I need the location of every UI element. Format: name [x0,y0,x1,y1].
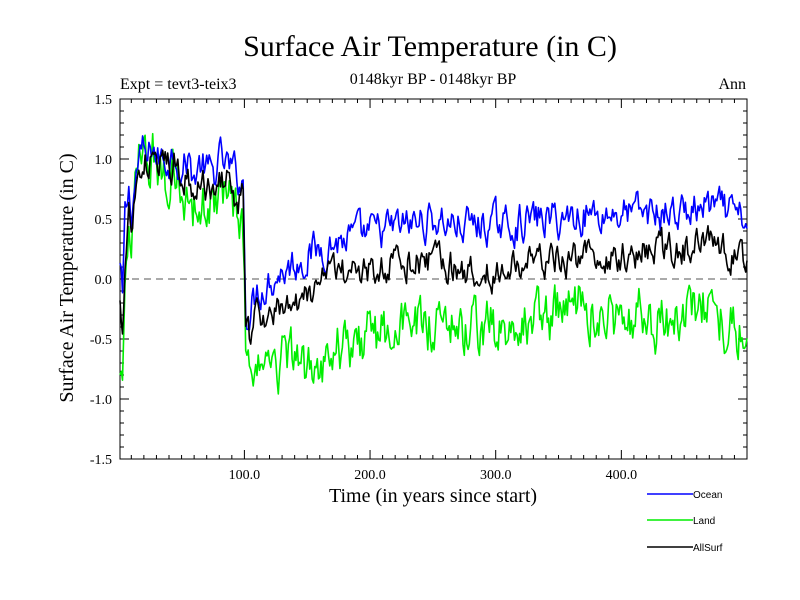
y-axis-title: Surface Air Temperature (in C) [56,153,78,402]
legend-allsurf-label: AllSurf [693,543,723,554]
legend: Ocean Land AllSurf [647,490,723,554]
x-tick-label: 200.0 [354,468,386,483]
legend-ocean-label: Ocean [693,490,722,501]
x-tick-label: 100.0 [229,468,261,483]
plot-area: -1.5 -1.0 -0.5 0.0 0.5 1.0 1.5 100.0 200.0 300.0 4… [90,93,748,483]
legend-land-label: Land [693,516,715,527]
y-tick-label: -1.0 [90,393,112,408]
experiment-label: Expt = tevt3-teix3 [120,76,237,93]
x-axis-title: Time (in years since start) [329,485,537,507]
y-tick-label: 1.0 [95,153,113,168]
y-tick-label: 1.5 [95,93,113,108]
series-line-land [119,132,748,395]
period-label: 0148kyr BP - 0148kyr BP [350,71,517,88]
x-tick-label: 300.0 [480,468,512,483]
x-tick-label: 400.0 [606,468,638,483]
y-tick-label: -0.5 [90,333,112,348]
series-line-ocean [119,135,748,331]
season-label: Ann [718,76,746,93]
y-tick-label: 0.0 [95,273,113,288]
y-tick-label: 0.5 [95,213,113,228]
y-tick-label: -1.5 [90,453,112,468]
chart-title: Surface Air Temperature (in C) [243,30,617,63]
series-line-allsurf [119,149,748,345]
